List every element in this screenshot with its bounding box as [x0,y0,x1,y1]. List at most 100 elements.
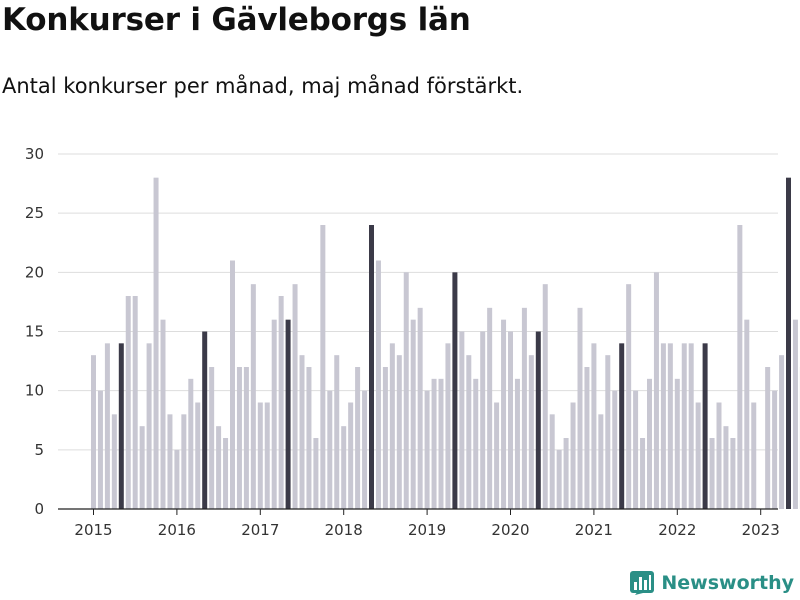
bar [396,355,402,509]
bar [195,402,201,509]
bar [146,343,152,509]
bar [278,296,284,509]
chart-title: Konkurser i Gävleborgs län [2,2,471,38]
bar [765,367,771,509]
bar [285,319,291,509]
bar [97,390,103,509]
bar [334,355,340,509]
bar [188,378,194,509]
bar [431,378,437,509]
bar [473,378,479,509]
bar [236,367,242,509]
bar [257,402,263,509]
bar [521,307,527,509]
bar [633,390,639,509]
bar [779,355,785,509]
bar [362,390,368,509]
bar [202,331,208,509]
bar [292,284,298,509]
chart-subtitle: Antal konkurser per månad, maj månad för… [2,74,524,98]
x-tick-label: 2021 [575,521,613,539]
bar [459,331,465,509]
bar [584,367,590,509]
bar [653,272,659,509]
x-tick-label: 2022 [658,521,696,539]
bar [382,367,388,509]
bar [216,426,222,509]
bar [723,426,729,509]
bar [424,390,430,509]
bar [681,343,687,509]
bar [153,177,159,510]
y-tick-label: 25 [25,204,44,222]
bar [619,343,625,509]
bar [563,438,569,509]
bar [480,331,486,509]
bar [612,390,618,509]
bar [375,260,381,509]
bar [695,402,701,509]
bar [104,343,110,509]
brand-logo[interactable]: Newsworthy [629,570,794,596]
bar [299,355,305,509]
bar [348,402,354,509]
bar [327,390,333,509]
bar [709,438,715,509]
bar [341,426,347,509]
bar [570,402,576,509]
bar [118,343,124,509]
bar [313,438,319,509]
y-tick-label: 15 [25,323,44,341]
bar [306,367,312,509]
bar [487,307,493,509]
x-tick-label: 2015 [74,521,112,539]
bar [501,319,507,509]
bar [514,378,520,509]
bar [716,402,722,509]
bar [730,438,736,509]
bar [549,414,555,509]
bar [111,414,117,509]
bar [181,414,187,509]
bar [508,331,513,509]
bar [410,319,416,509]
bar [91,355,96,509]
y-tick-label: 0 [34,500,44,518]
bar [466,355,472,509]
bar [250,284,256,509]
bar [640,438,646,509]
bar [577,307,583,509]
bar [320,225,326,509]
bar [160,319,166,509]
bar [702,343,708,509]
x-axis: 2015201620172018201920202021202220232024 [58,508,780,539]
bar [591,343,597,509]
bar [132,296,138,509]
y-axis-ticks: 0 5 10 15 20 25 30 [25,145,44,518]
bar [751,402,757,509]
bar [660,343,666,509]
bar [647,378,652,509]
bar [688,343,694,509]
y-tick-label: 30 [25,145,44,163]
bar [438,378,444,509]
x-tick-label: 2019 [408,521,446,539]
newsworthy-logo-icon [630,571,655,595]
bar [167,414,173,509]
bar [528,355,534,509]
bars [91,177,800,510]
y-tick-label: 20 [25,263,44,281]
bar [174,449,180,509]
bar [264,402,270,509]
bar [626,284,632,509]
bar [230,260,235,509]
bar [417,307,423,509]
bar [744,319,750,509]
bar [542,284,548,509]
bar [786,177,791,510]
bar [125,296,131,509]
bar [369,225,374,509]
bar [605,355,611,509]
y-tick-label: 5 [34,441,44,459]
bar [445,343,451,509]
